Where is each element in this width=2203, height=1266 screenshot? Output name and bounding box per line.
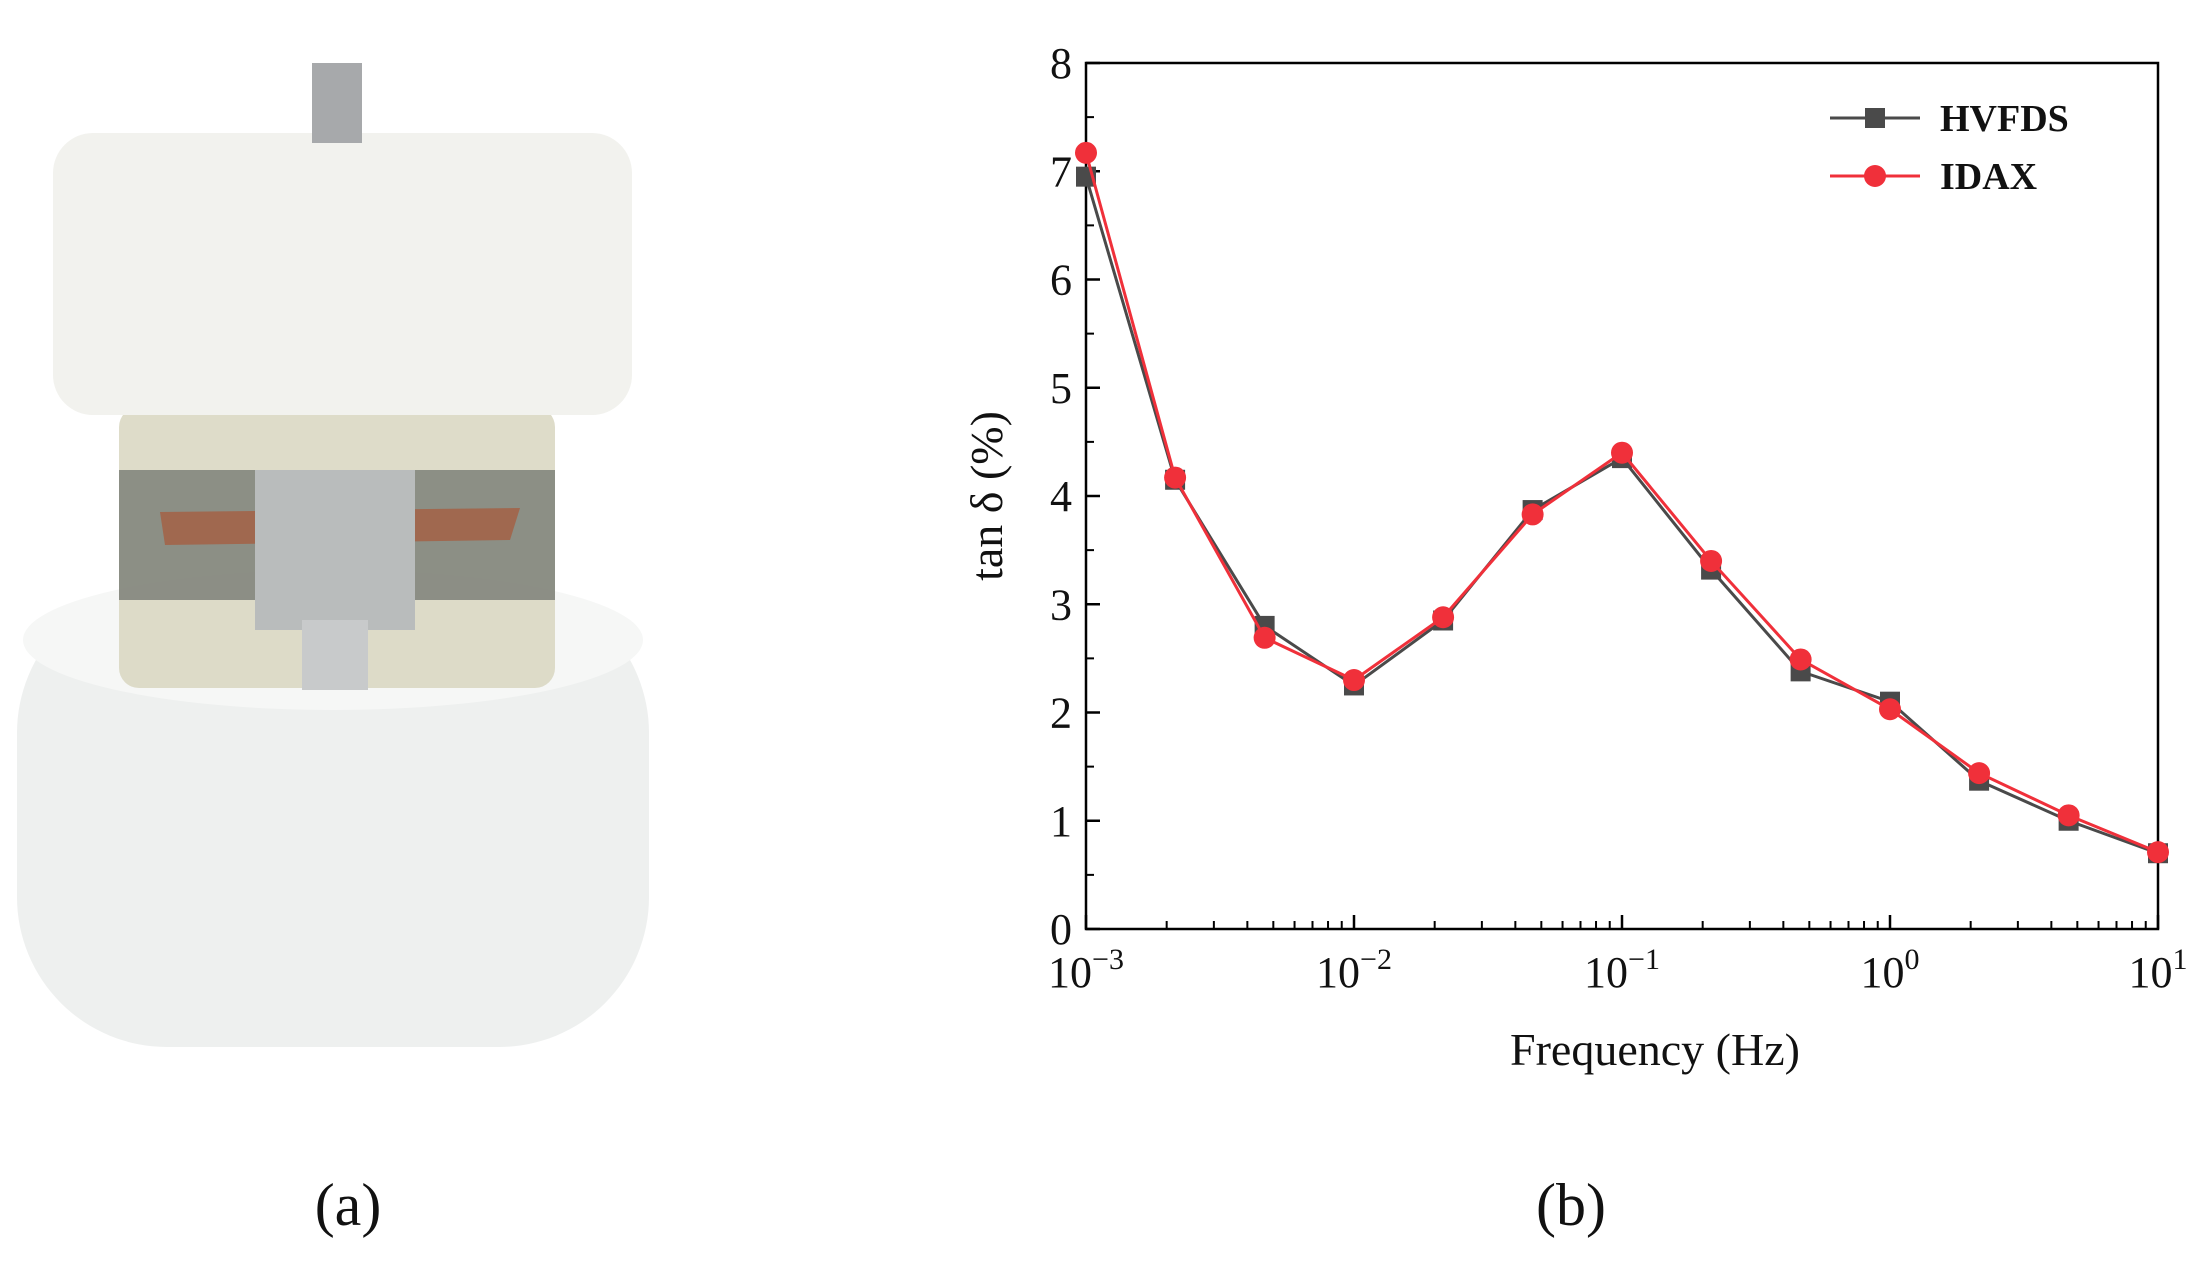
top-cap — [53, 133, 632, 415]
y-tick-label: 3 — [1050, 580, 1072, 629]
stem — [302, 620, 368, 690]
y-tick-label: 6 — [1050, 256, 1072, 305]
marker — [1865, 108, 1885, 128]
marker — [1075, 141, 1097, 164]
electrode — [255, 470, 415, 630]
marker — [1611, 441, 1633, 464]
marker — [1968, 762, 1991, 785]
marker — [1789, 648, 1812, 671]
marker — [1879, 698, 1901, 721]
y-tick-label: 5 — [1050, 364, 1072, 413]
marker — [1864, 165, 1886, 187]
bolt — [312, 63, 362, 143]
y-tick-label: 2 — [1050, 689, 1072, 738]
y-tick-label: 4 — [1050, 472, 1072, 521]
marker — [1343, 669, 1365, 692]
panel-label: (a) — [315, 1172, 382, 1238]
marker — [1432, 606, 1455, 629]
panel-label: (b) — [1536, 1172, 1606, 1238]
x-tick-label: 10−1 — [1584, 943, 1660, 997]
series-line — [1084, 176, 2159, 855]
y-tick-label: 1 — [1050, 797, 1072, 846]
marker — [1521, 503, 1544, 526]
y-tick-label: 7 — [1050, 147, 1072, 196]
series-line — [1084, 152, 2159, 854]
marker — [1164, 466, 1187, 489]
legend-label: HVFDS — [1940, 98, 2069, 140]
sample-cell-photo — [17, 63, 649, 1047]
y-tick-label: 0 — [1050, 905, 1072, 954]
x-tick-label: 101 — [2129, 943, 2188, 997]
y-axis-title: tan δ (%) — [961, 411, 1012, 581]
x-tick-label: 10−3 — [1048, 943, 1124, 997]
marker — [2057, 804, 2080, 827]
marker — [2147, 841, 2169, 864]
legend-label: IDAX — [1940, 156, 2037, 198]
x-tick-label: 10−2 — [1316, 943, 1392, 997]
marker — [1253, 626, 1276, 649]
marker — [1700, 549, 1723, 572]
y-tick-label: 8 — [1050, 39, 1072, 88]
x-tick-label: 100 — [1861, 943, 1920, 997]
x-axis-title: Frequency (Hz) — [1510, 1024, 1800, 1075]
